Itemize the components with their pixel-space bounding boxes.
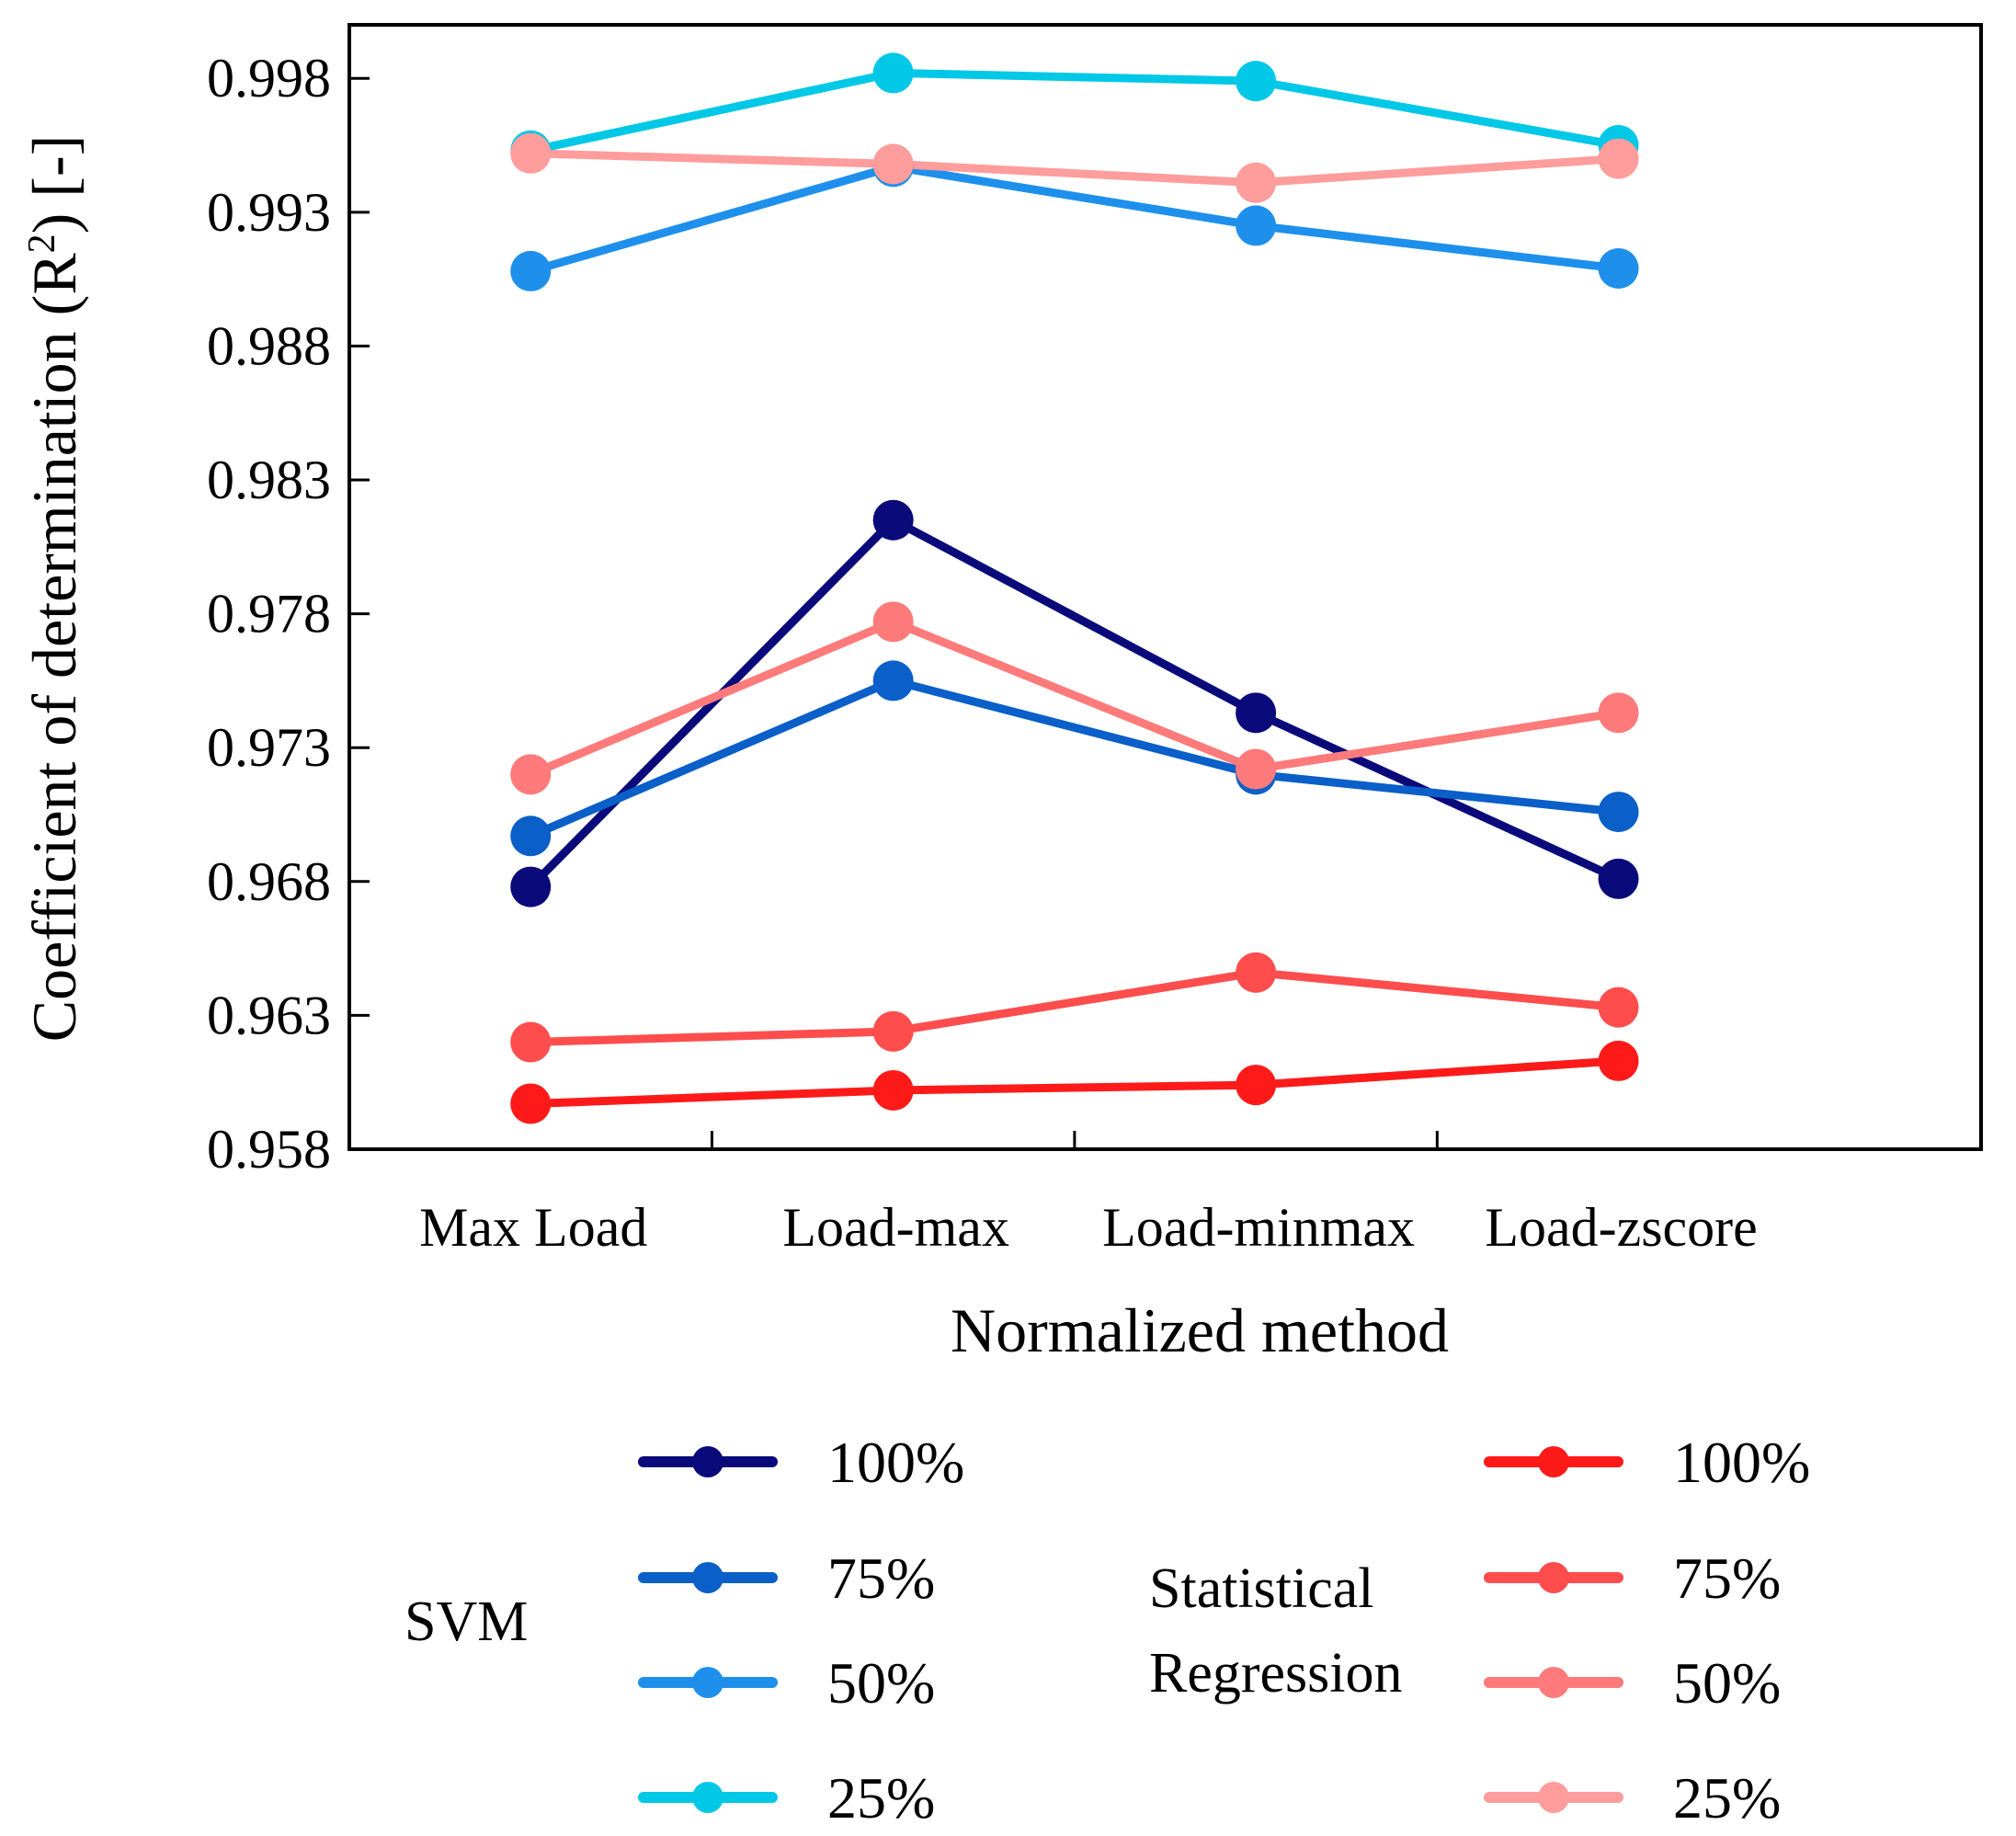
data-point [872, 143, 914, 185]
legend-label: 100% [827, 1430, 964, 1495]
data-point [510, 815, 552, 857]
data-point [510, 754, 552, 795]
legend-marker [1538, 1667, 1569, 1698]
data-point [872, 499, 914, 541]
x-tick-labels: Max Load Load-max Load-minmax Load-zscore [419, 1197, 1758, 1258]
y-axis-title: Coefficient of determination (R2) [-] [19, 135, 89, 1043]
legend-marker [1538, 1562, 1569, 1593]
data-point [510, 1021, 552, 1063]
data-point [1236, 748, 1277, 790]
x-axis-title: Normalized method [951, 1295, 1449, 1365]
legend-marker [1538, 1782, 1569, 1813]
series-lines [528, 68, 1621, 1108]
series-line [529, 617, 1620, 779]
legend-marker [692, 1562, 723, 1593]
data-point [1598, 692, 1639, 734]
plot-area [347, 23, 1983, 1151]
data-point [510, 866, 552, 907]
x-tick-marks [710, 1131, 1439, 1149]
data-point [1598, 792, 1639, 833]
data-point [510, 132, 552, 174]
series-line [530, 968, 1619, 1047]
data-point [872, 1069, 914, 1111]
x-tick-label: Max Load [419, 1197, 647, 1258]
series-line [530, 149, 1619, 188]
data-point [1598, 858, 1639, 899]
data-point [1236, 952, 1277, 993]
series-line [530, 1056, 1619, 1108]
legend-label: 25% [827, 1765, 935, 1830]
legend-marker [692, 1446, 723, 1477]
x-tick-label: Load-max [782, 1197, 1009, 1258]
legend-marker [692, 1667, 723, 1698]
series-points [510, 52, 1639, 1124]
y-tick-marks [349, 76, 370, 1151]
y-tick-label: 0.983 [207, 450, 331, 510]
data-point [872, 601, 914, 643]
y-tick-label: 0.958 [207, 1119, 331, 1180]
data-point [1236, 692, 1277, 734]
data-point [872, 660, 914, 701]
legend-marker [1538, 1446, 1569, 1477]
data-point [1236, 1065, 1277, 1106]
y-axis-title-suffix: ) [-] [19, 135, 89, 234]
y-tick-label: 0.963 [207, 985, 331, 1045]
legend-label: 25% [1673, 1765, 1781, 1830]
y-tick-label: 0.968 [207, 851, 331, 912]
series-line [530, 68, 1620, 155]
data-point [1236, 61, 1277, 102]
legend-label: 50% [1673, 1650, 1781, 1716]
y-axis-title-main: Coefficient of determination (R [19, 253, 89, 1043]
legend-marker [692, 1782, 723, 1813]
x-tick-label: Load-minmax [1102, 1197, 1415, 1258]
data-point [510, 250, 552, 291]
legend-label: 75% [827, 1545, 935, 1611]
y-tick-label: 0.973 [207, 717, 331, 778]
data-point [872, 1010, 914, 1052]
legend-group-title: Statistical [1149, 1557, 1374, 1620]
series-line [529, 676, 1620, 840]
y-tick-label: 0.998 [207, 48, 331, 108]
data-point [1236, 205, 1277, 246]
legend-label: 50% [827, 1650, 935, 1716]
series-line [529, 162, 1620, 276]
legend-group-title: Regression [1149, 1642, 1403, 1705]
legend: SVM 100% 75% 50% 25% Statistical Regression 100… [404, 1430, 1810, 1830]
data-point [1598, 247, 1639, 289]
data-point [1598, 986, 1639, 1028]
x-tick-label: Load-zscore [1485, 1197, 1757, 1258]
y-tick-labels: 0.958 0.963 0.968 0.973 0.978 0.983 0.988 0.993… [207, 48, 331, 1180]
data-point [872, 52, 914, 94]
y-tick-label: 0.988 [207, 315, 331, 376]
legend-label: 75% [1673, 1545, 1781, 1611]
y-tick-label: 0.978 [207, 584, 331, 644]
data-point [1598, 138, 1639, 179]
legend-label: 100% [1673, 1430, 1810, 1495]
y-axis-title-superscript: 2 [21, 234, 63, 253]
legend-group-title: SVM [404, 1591, 528, 1653]
data-point [1598, 1040, 1639, 1081]
data-point [510, 1083, 552, 1124]
data-point [1236, 162, 1277, 203]
y-tick-label: 0.993 [207, 182, 331, 243]
